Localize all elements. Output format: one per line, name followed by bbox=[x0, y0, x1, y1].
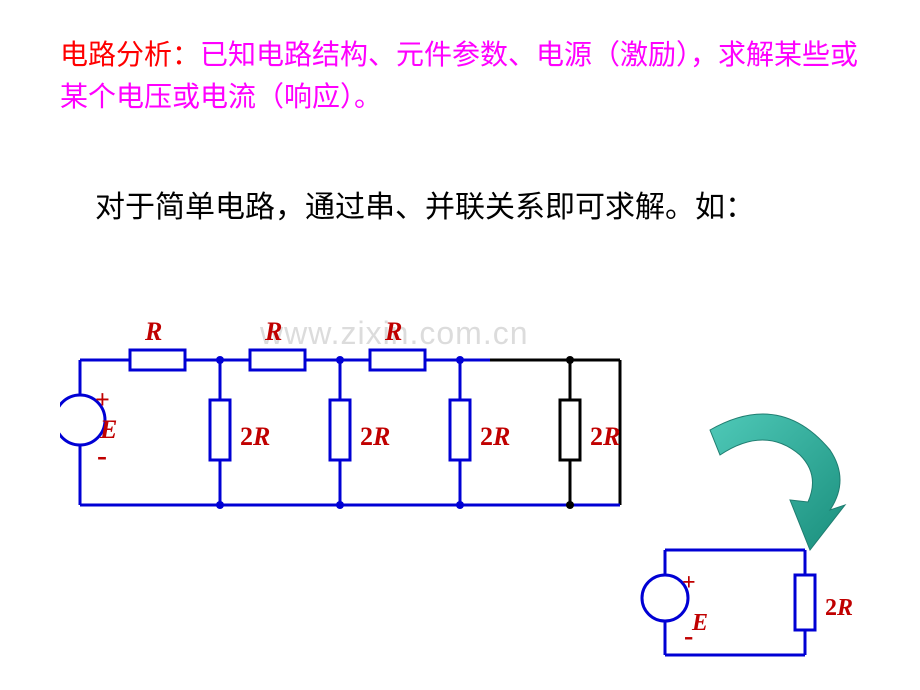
label-r-3: R bbox=[384, 317, 402, 346]
svg-text:2R: 2R bbox=[360, 422, 390, 451]
label-plus-small: + bbox=[682, 570, 696, 596]
heading: 电路分析：已知电路结构、元件参数、电源（激励），求解某些或某个电压或电流（响应）… bbox=[60, 35, 870, 119]
label-2r-3-r: R bbox=[492, 422, 510, 451]
label-minus-small: - bbox=[684, 621, 693, 652]
label-r-2: R bbox=[264, 317, 282, 346]
svg-text:2R: 2R bbox=[480, 422, 510, 451]
label-2r-small-r: R bbox=[836, 595, 853, 621]
svg-text:2R: 2R bbox=[590, 422, 620, 451]
label-2r-4-r: R bbox=[602, 422, 620, 451]
label-2r-4-num: 2 bbox=[590, 422, 603, 451]
label-2r-2-num: 2 bbox=[360, 422, 373, 451]
simplified-circuit-diagram: E + - 2R bbox=[640, 530, 870, 680]
svg-text:2R: 2R bbox=[825, 595, 853, 621]
label-2r-3-num: 2 bbox=[480, 422, 493, 451]
main-circuit-diagram: R R R 2R 2R 2R 2R E + - bbox=[60, 310, 680, 530]
label-2r-1-r: R bbox=[252, 422, 270, 451]
body-text: 对于简单电路，通过串、并联关系即可求解。如： bbox=[95, 185, 815, 230]
label-2r-small-num: 2 bbox=[825, 595, 837, 621]
label-minus-main: - bbox=[97, 439, 107, 472]
label-plus-main: + bbox=[95, 385, 110, 414]
label-2r-1-num: 2 bbox=[240, 422, 253, 451]
heading-seg1: 电路分析： bbox=[60, 40, 200, 71]
label-e-small: E bbox=[691, 610, 708, 636]
svg-text:2R: 2R bbox=[240, 422, 270, 451]
label-r-1: R bbox=[144, 317, 162, 346]
label-2r-2-r: R bbox=[372, 422, 390, 451]
